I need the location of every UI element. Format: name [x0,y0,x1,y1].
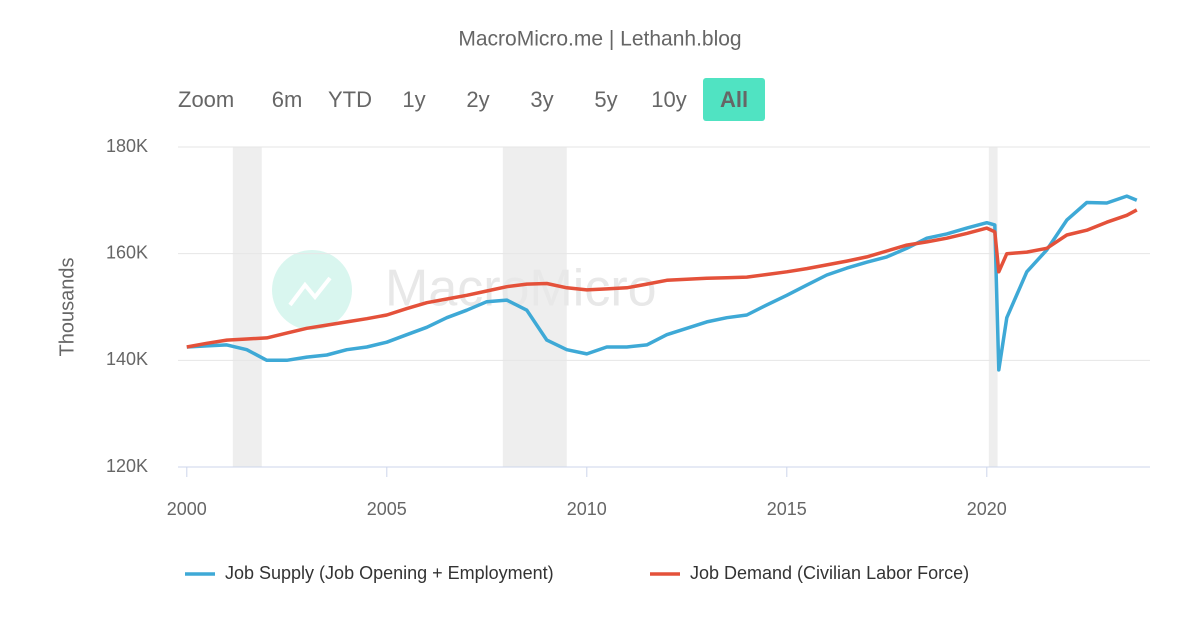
x-tick-label: 2005 [367,499,407,519]
range-button[interactable]: 2y [466,87,489,112]
shaded-range [988,147,998,467]
x-tick-label: 2000 [167,499,207,519]
series-line [186,194,1138,372]
legend-label[interactable]: Job Demand (Civilian Labor Force) [690,563,969,583]
y-axis-label: Thousands [56,258,78,357]
range-button[interactable]: 10y [651,87,686,112]
series-line [186,208,1138,349]
watermark-icon [288,276,332,307]
shaded-range [502,147,567,467]
shaded-range [232,147,262,467]
range-button[interactable]: 3y [530,87,553,112]
range-button[interactable]: 6m [272,87,303,112]
x-tick-label: 2010 [567,499,607,519]
x-tick-label: 2015 [767,499,807,519]
chart-title: MacroMicro.me | Lethanh.blog [458,28,741,51]
range-button[interactable]: 1y [402,87,425,112]
watermark-logo [272,250,352,330]
range-button-bg[interactable] [703,78,765,121]
range-button[interactable]: All [720,87,748,112]
y-tick-label: 140K [106,349,148,369]
range-selector-label: Zoom [178,87,234,112]
y-tick-label: 180K [106,136,148,156]
y-tick-label: 160K [106,242,148,262]
range-button[interactable]: YTD [328,87,372,112]
legend-label[interactable]: Job Supply (Job Opening + Employment) [225,563,554,583]
y-tick-label: 120K [106,456,148,476]
x-tick-label: 2020 [967,499,1007,519]
range-button[interactable]: 5y [594,87,617,112]
